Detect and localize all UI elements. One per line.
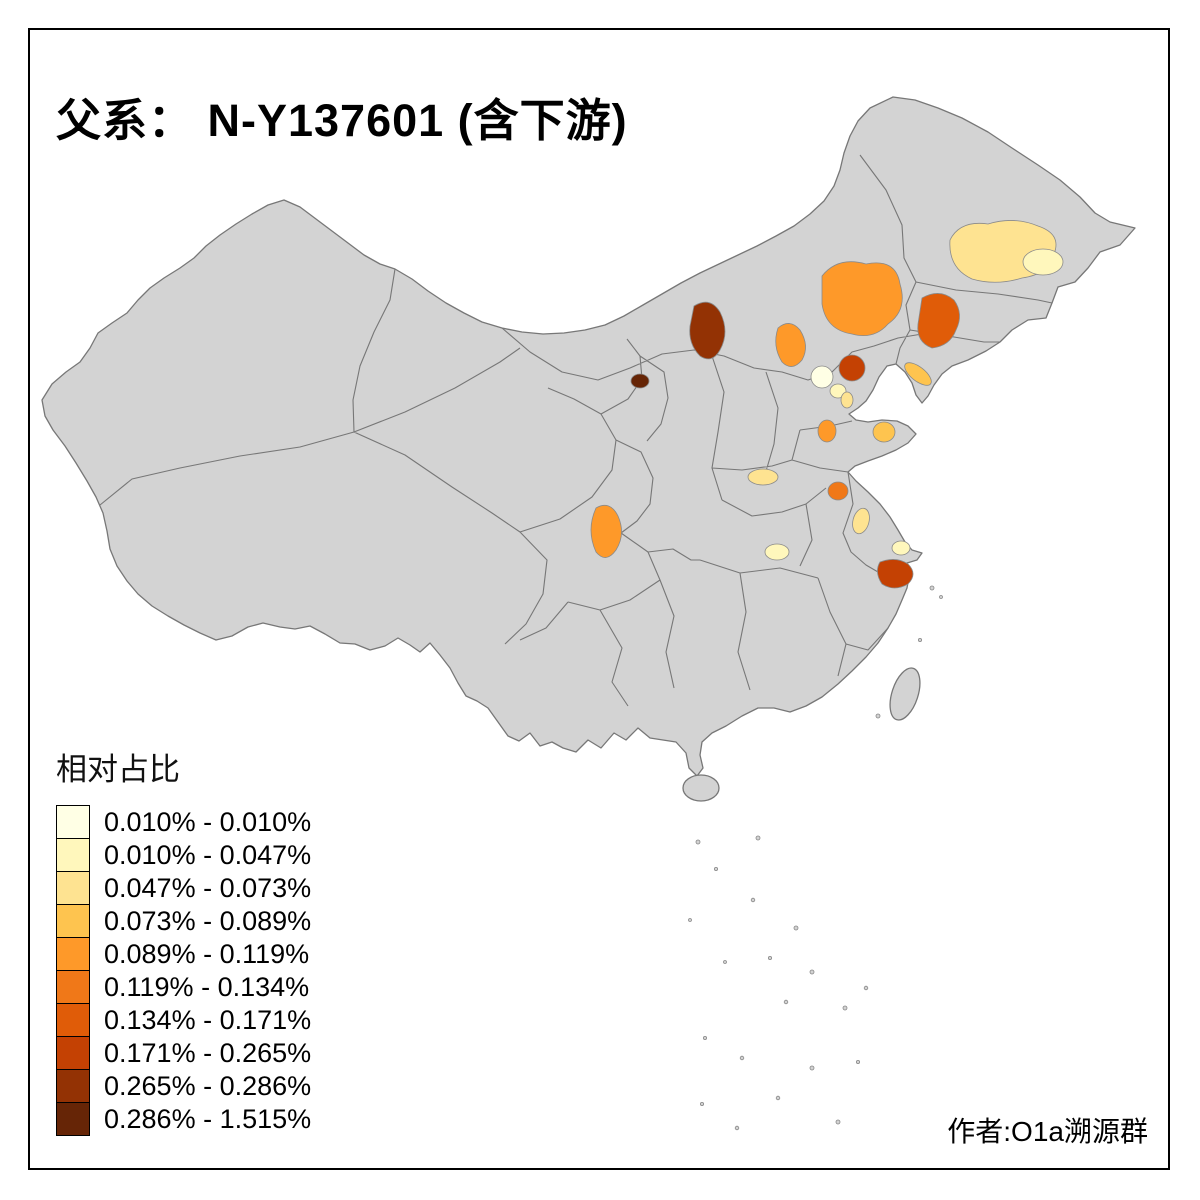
author-credit: 作者:O1a溯源群 — [947, 1116, 1148, 1147]
legend-item: 0.286% - 1.515% — [56, 1102, 311, 1136]
hainan-island — [682, 774, 720, 802]
region-anhui — [852, 507, 870, 535]
region-liaodong — [904, 362, 932, 386]
region-beijing — [810, 365, 834, 389]
legend-item: 0.119% - 0.134% — [56, 970, 311, 1004]
legend-item: 0.134% - 0.171% — [56, 1003, 311, 1037]
region-inner-mongolia-central-dark — [689, 301, 726, 360]
region-hubei — [764, 543, 790, 561]
legend-title: 相对占比 — [56, 752, 180, 787]
page-title: 父系： N-Y137601 (含下游) — [56, 95, 628, 147]
legend-swatch — [56, 1036, 90, 1070]
region-jiangsu-north — [827, 481, 849, 501]
region-liaoning-west — [917, 293, 960, 349]
plot-frame — [28, 28, 1170, 1170]
taiwan-island — [889, 667, 921, 721]
legend-swatch — [56, 871, 90, 905]
legend-item: 0.171% - 0.265% — [56, 1036, 311, 1070]
legend-label: 0.047% - 0.073% — [104, 872, 312, 903]
legend-label: 0.010% - 0.010% — [104, 806, 312, 837]
region-henan — [747, 468, 779, 486]
legend-label: 0.265% - 0.286% — [104, 1070, 312, 1101]
region-shandong-peninsula — [872, 421, 896, 443]
legend-swatch — [56, 1069, 90, 1103]
legend-swatch — [56, 838, 90, 872]
region-tianjin — [840, 391, 854, 409]
region-shandong-west — [817, 419, 837, 443]
region-chengdu — [590, 504, 622, 558]
legend-item: 0.089% - 0.119% — [56, 937, 311, 971]
legend-swatch — [56, 970, 90, 1004]
legend-swatch — [56, 1003, 90, 1037]
legend-swatch — [56, 1102, 90, 1136]
region-shanghai-north-zhejiang — [877, 559, 914, 589]
legend-item: 0.010% - 0.010% — [56, 805, 311, 839]
region-chengde — [838, 354, 866, 382]
region-ningxia-dot — [630, 373, 650, 389]
legend-label: 0.010% - 0.047% — [104, 839, 312, 870]
legend-label: 0.089% - 0.119% — [104, 938, 310, 969]
region-heilongjiang-b — [1022, 248, 1064, 276]
legend-label: 0.119% - 0.134% — [104, 971, 310, 1002]
region-zhangjiakou — [775, 323, 806, 367]
legend-swatch — [56, 904, 90, 938]
legend-label: 0.073% - 0.089% — [104, 905, 312, 936]
legend-label: 0.171% - 0.265% — [104, 1037, 312, 1068]
legend-label: 0.134% - 0.171% — [104, 1004, 312, 1035]
legend-item: 0.265% - 0.286% — [56, 1069, 311, 1103]
legend-swatch — [56, 937, 90, 971]
mainland-china — [41, 96, 1136, 777]
legend-item: 0.047% - 0.073% — [56, 871, 311, 905]
legend-item: 0.010% - 0.047% — [56, 838, 311, 872]
south-china-sea-islands — [688, 585, 943, 1131]
legend-label: 0.286% - 1.515% — [104, 1103, 312, 1134]
legend-item: 0.073% - 0.089% — [56, 904, 311, 938]
region-jiangsu-south-pale — [891, 540, 911, 556]
region-inner-mongolia-east — [821, 261, 903, 337]
region-langfang — [829, 383, 847, 399]
colored-regions — [590, 220, 1064, 589]
legend: 相对占比 0.010% - 0.010% 0.010% - 0.047% 0.0… — [56, 744, 311, 1136]
legend-swatch — [56, 805, 90, 839]
